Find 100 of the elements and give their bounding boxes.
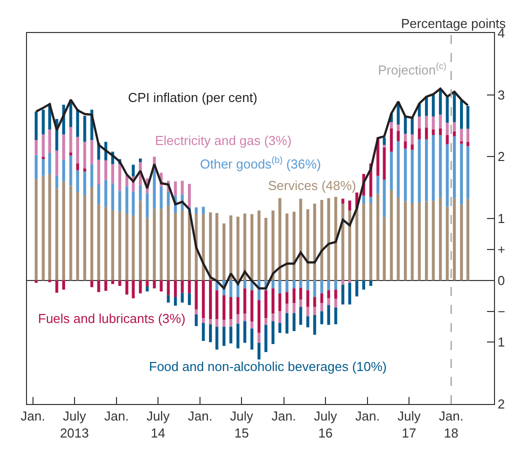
bar (34, 280, 38, 283)
x-tick-label: July 15 (230, 408, 254, 440)
bar (286, 292, 288, 304)
bar (376, 194, 380, 280)
bar (362, 280, 366, 290)
bar (138, 200, 142, 280)
bar (104, 180, 108, 207)
bar (202, 280, 205, 318)
bar (215, 290, 218, 320)
bar (76, 170, 80, 192)
bar (258, 342, 260, 360)
bar (202, 206, 205, 214)
bar (90, 280, 94, 288)
bar (174, 297, 177, 306)
bar (424, 128, 428, 140)
bar (286, 304, 288, 314)
bar (327, 198, 330, 280)
series-label: Fuels and lubricants (3%) (38, 311, 186, 326)
bar (76, 109, 80, 137)
bar (243, 280, 246, 288)
bar (299, 300, 302, 307)
bar (222, 326, 226, 346)
bar (48, 152, 52, 174)
bar (104, 280, 108, 291)
bar (382, 144, 386, 148)
bar (466, 106, 470, 129)
bar (278, 293, 282, 312)
bar (188, 293, 191, 306)
bar (292, 303, 296, 314)
bar (355, 280, 358, 296)
y-tick-label: 3 (498, 87, 505, 102)
bar (438, 88, 442, 115)
x-tick-label: Jan. (104, 408, 129, 424)
bar (306, 290, 310, 307)
bar (292, 288, 296, 304)
x-tick-label: Jan. (355, 408, 380, 424)
bar (236, 297, 240, 314)
bar (258, 332, 260, 343)
bar (292, 212, 296, 280)
bar (452, 131, 456, 136)
bar (125, 186, 128, 214)
bar (264, 324, 268, 352)
bar (125, 214, 128, 280)
bar (286, 313, 288, 334)
bar (202, 318, 205, 323)
bar (97, 160, 100, 184)
series-label: Electricity and gas (3%) (155, 133, 292, 148)
bar (460, 128, 463, 142)
bar (418, 128, 421, 140)
bar (313, 297, 316, 307)
bar (292, 280, 296, 288)
bar (306, 209, 310, 280)
bar (152, 170, 156, 209)
bar (209, 319, 212, 324)
bar (313, 306, 316, 315)
x-tick-label: July 2013 (60, 408, 89, 440)
bar (424, 116, 428, 128)
bar (460, 100, 463, 129)
bar (438, 128, 442, 136)
bar (188, 280, 191, 294)
bar (264, 290, 268, 318)
bar (466, 146, 470, 199)
bar (166, 206, 170, 280)
bar (202, 323, 205, 341)
y-tick-label: + (498, 242, 506, 257)
bar (62, 280, 66, 290)
bar (382, 147, 386, 180)
bar (138, 185, 142, 201)
x-tick-label: Jan. 18 (438, 408, 464, 440)
bar (272, 280, 274, 288)
bar (258, 300, 260, 333)
bar (438, 197, 442, 280)
x-tick-label: Jan. (188, 408, 212, 424)
bar (258, 210, 260, 280)
bar (166, 191, 170, 206)
bar (341, 284, 344, 304)
bar (222, 223, 226, 280)
bar (432, 116, 435, 130)
bar (452, 122, 456, 132)
bar (286, 214, 288, 280)
x-tick-label: July 16 (314, 408, 338, 440)
bar (264, 218, 268, 280)
bar (355, 208, 358, 280)
bar (299, 198, 302, 280)
bar (229, 297, 232, 320)
bar (272, 321, 274, 344)
bar (236, 324, 240, 348)
y-tick-label: 1 (498, 211, 505, 226)
bar (313, 204, 316, 280)
bar (152, 280, 156, 288)
bar (209, 212, 212, 280)
bar (278, 323, 282, 333)
bar (104, 160, 108, 180)
bar (382, 217, 386, 280)
bar (466, 142, 470, 146)
bar (34, 112, 38, 140)
bar (376, 176, 380, 194)
bar (390, 190, 393, 280)
bar (278, 280, 282, 294)
bar (418, 139, 421, 202)
